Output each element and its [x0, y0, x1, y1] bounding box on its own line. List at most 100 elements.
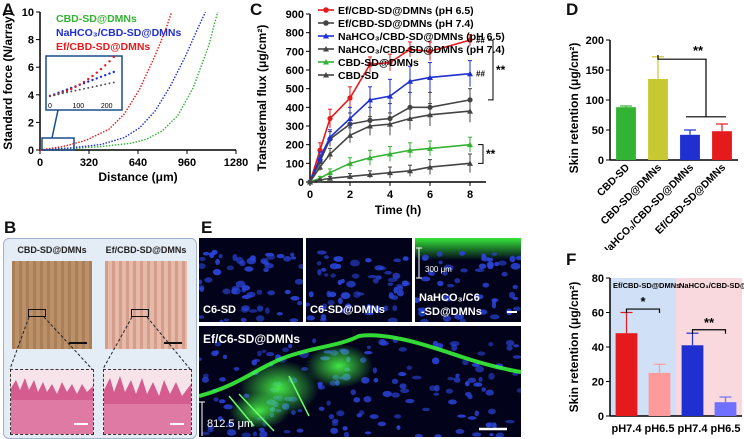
inset-point [57, 93, 60, 96]
nucleus [414, 433, 423, 437]
y-axis-title: Standard force (N/array) [1, 12, 15, 149]
annotation: * [640, 294, 646, 309]
data-point [367, 171, 373, 178]
nucleus [485, 422, 491, 428]
micro-label-nahco3-a: NaHCO₃/C6 [419, 292, 480, 304]
nucleus [482, 282, 490, 288]
nucleus [226, 429, 237, 436]
data-point [407, 167, 413, 174]
nucleus [406, 365, 413, 370]
nucleus [235, 280, 246, 288]
nucleus [382, 307, 389, 312]
nucleus [222, 288, 231, 295]
y-tick-label: 60 [592, 308, 604, 320]
nucleus [495, 432, 505, 437]
annotation: ** [486, 147, 496, 161]
nucleus [364, 431, 372, 435]
micro-nahco3: 300 μm NaHCO₃/C6 -SD@DMNs [415, 238, 521, 322]
y-tick-label: 0 [598, 411, 604, 423]
data-point [347, 132, 353, 138]
data-point [317, 147, 323, 153]
histology-scale-right [170, 423, 184, 425]
y-tick-label: 0 [598, 155, 604, 167]
nucleus [393, 258, 401, 263]
nucleus [339, 308, 349, 314]
nucleus [392, 272, 401, 280]
nucleus [231, 288, 237, 295]
data-point [407, 46, 413, 53]
nucleus [491, 298, 497, 304]
nucleus [264, 252, 275, 257]
x-axis-title: Distance (μm) [98, 170, 177, 184]
scale-bar-right [164, 342, 182, 344]
inset-point [53, 94, 56, 97]
nucleus [326, 400, 331, 406]
nucleus [398, 347, 408, 352]
nucleus [265, 351, 275, 357]
annotation: ## [476, 36, 485, 45]
nucleus [209, 252, 216, 256]
inset-tick-label: 0 [48, 103, 52, 110]
nucleus [372, 367, 378, 374]
nucleus [318, 406, 325, 411]
nucleus [467, 394, 473, 400]
nucleus [405, 398, 415, 404]
x-tick-label: 320 [80, 157, 98, 169]
panel-label-d: D [566, 0, 579, 19]
nucleus [505, 419, 515, 424]
group-label: NaHCO₃/CBD-SD@DMNs [679, 281, 744, 290]
y-tick-label: 6 [28, 62, 34, 74]
nucleus [374, 265, 385, 271]
sig-bracket [625, 308, 661, 314]
micro-ef-c6: Ef/C6-SD@DMNs 812.5 μm [199, 326, 521, 437]
nucleus [284, 289, 291, 295]
patch-photo-left [12, 261, 92, 349]
nucleus [473, 382, 483, 387]
data-point [427, 145, 433, 151]
data-point [467, 160, 473, 166]
legend-marker [323, 46, 329, 52]
legend-label: Ef/CBD-SD@DMNs [56, 41, 150, 53]
data-point [327, 134, 333, 140]
nucleus [494, 261, 500, 267]
nucleus [259, 430, 268, 437]
nucleus [489, 433, 494, 437]
nucleus [467, 416, 477, 420]
nucleus [267, 290, 275, 296]
nucleus [491, 252, 498, 256]
nucleus [199, 263, 206, 269]
data-point [347, 95, 353, 101]
nucleus [353, 291, 361, 299]
nucleus [510, 262, 521, 270]
panel-b-frame: CBD-SD@DMNs Ef/CBD-SD@DMNs [3, 238, 197, 439]
nucleus [344, 303, 351, 310]
legend-marker [323, 33, 329, 39]
nucleus [387, 282, 394, 287]
inset-point [99, 75, 103, 79]
x-tick-label: 6 [427, 189, 433, 201]
nucleus [454, 313, 464, 320]
data-point [347, 160, 353, 166]
histology-scale-left [74, 423, 88, 425]
micro-depth-label: 812.5 μm [207, 418, 254, 430]
legend-label: CBD-SD@DMNs [56, 13, 137, 25]
inset-point [70, 90, 73, 93]
micro-c6-sd-dmns: C6-SD@DMNs [306, 238, 412, 322]
nucleus [288, 343, 293, 349]
nucleus [294, 278, 303, 285]
inset-point [49, 95, 51, 97]
nucleus [513, 306, 521, 312]
nucleus [265, 307, 270, 315]
nucleus [488, 408, 496, 415]
nucleus [349, 259, 360, 267]
nucleus [323, 273, 329, 277]
nucleus [223, 318, 230, 322]
inset-point [82, 80, 86, 84]
nucleus [283, 430, 291, 434]
inset-point [91, 86, 94, 88]
nucleus [211, 350, 219, 357]
legend-label: Ef/CBD-SD@DMNs (pH 6.5) [338, 5, 474, 17]
nucleus [252, 431, 258, 437]
nucleus [372, 278, 379, 284]
nucleus [207, 428, 214, 433]
